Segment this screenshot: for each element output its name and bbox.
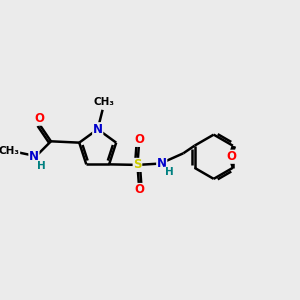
Text: CH₃: CH₃ (93, 97, 114, 107)
Text: N: N (29, 150, 39, 163)
Text: H: H (37, 160, 46, 171)
Text: N: N (93, 123, 103, 136)
Text: H: H (165, 167, 173, 177)
Text: O: O (134, 133, 144, 146)
Text: O: O (134, 184, 144, 196)
Text: O: O (226, 150, 236, 163)
Text: O: O (34, 112, 45, 125)
Text: CH₃: CH₃ (0, 146, 20, 156)
Text: N: N (157, 157, 167, 169)
Text: S: S (133, 158, 142, 171)
